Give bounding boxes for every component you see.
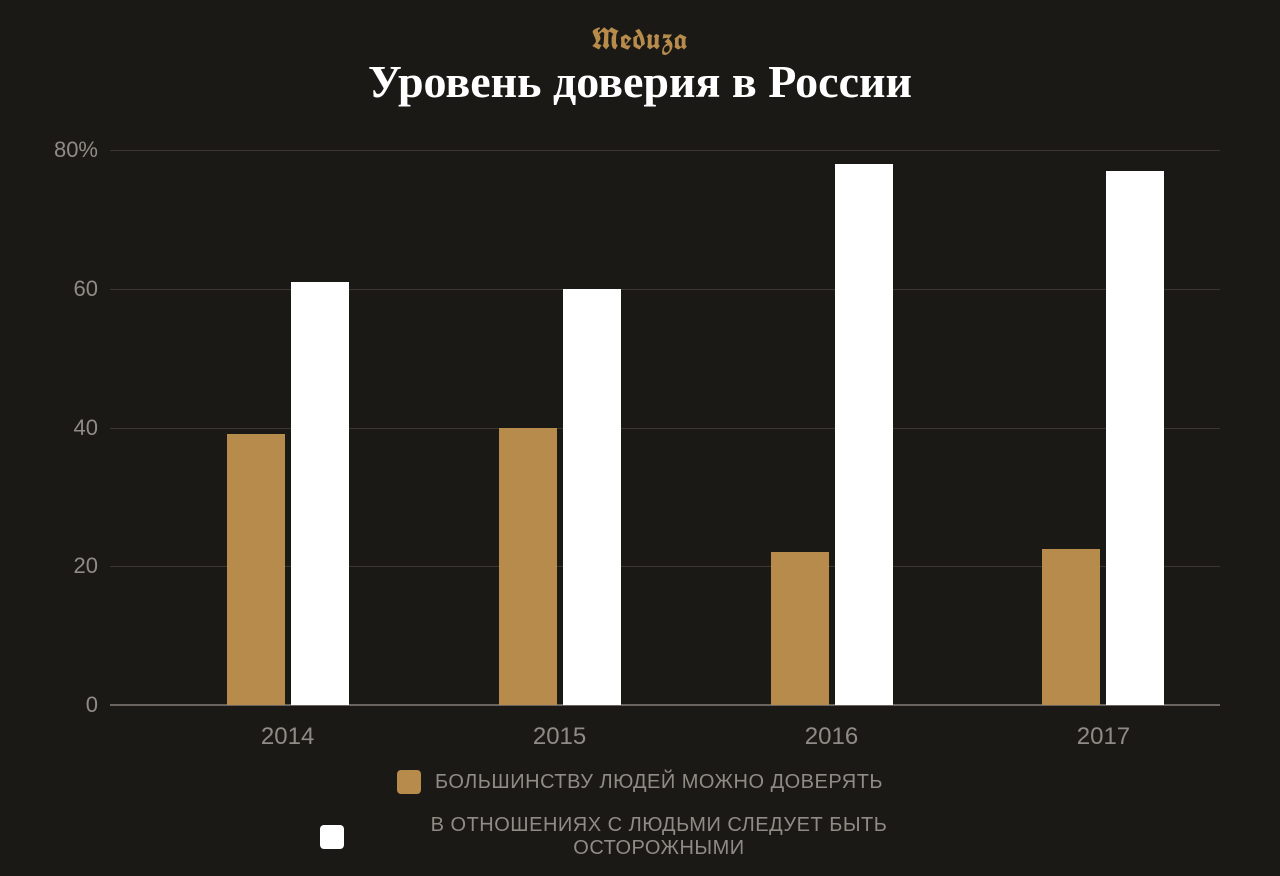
brand-logo: Meduza	[592, 20, 689, 59]
chart-page: Meduza Уровень доверия в России 02040608…	[0, 0, 1280, 876]
bar-careful	[1106, 171, 1164, 705]
plot-area: 020406080%2014201520162017	[110, 150, 1220, 705]
bar-careful	[291, 282, 349, 705]
bar-trust	[771, 552, 829, 705]
bar-trust	[499, 428, 557, 706]
legend-item: БОЛЬШИНСТВУ ЛЮДЕЙ МОЖНО ДОВЕРЯТЬ	[320, 770, 960, 794]
x-tick-label: 2016	[805, 723, 858, 751]
x-tick-label: 2017	[1077, 723, 1130, 751]
legend-swatch	[397, 770, 421, 794]
bar-careful	[563, 289, 621, 705]
y-tick-label: 20	[50, 553, 98, 579]
legend-label: БОЛЬШИНСТВУ ЛЮДЕЙ МОЖНО ДОВЕРЯТЬ	[435, 771, 883, 794]
y-tick-label: 0	[50, 692, 98, 718]
legend: БОЛЬШИНСТВУ ЛЮДЕЙ МОЖНО ДОВЕРЯТЬ В ОТНОШЕ…	[320, 770, 960, 860]
x-tick-label: 2014	[261, 723, 314, 751]
chart-title: Уровень доверия в России	[368, 55, 912, 108]
gridline	[110, 150, 1220, 151]
bar-trust	[1042, 549, 1100, 705]
gridline	[110, 428, 1220, 429]
legend-item: В ОТНОШЕНИЯХ С ЛЮДЬМИ СЛЕДУЕТ БЫТЬ ОСТОР…	[320, 814, 960, 860]
y-tick-label: 80%	[50, 137, 98, 163]
legend-label: В ОТНОШЕНИЯХ С ЛЮДЬМИ СЛЕДУЕТ БЫТЬ ОСТОР…	[358, 814, 960, 860]
gridline	[110, 289, 1220, 290]
y-tick-label: 40	[50, 415, 98, 441]
y-tick-label: 60	[50, 276, 98, 302]
legend-swatch	[320, 825, 344, 849]
bar-careful	[835, 164, 893, 705]
bar-trust	[227, 434, 285, 705]
x-tick-label: 2015	[533, 723, 586, 751]
